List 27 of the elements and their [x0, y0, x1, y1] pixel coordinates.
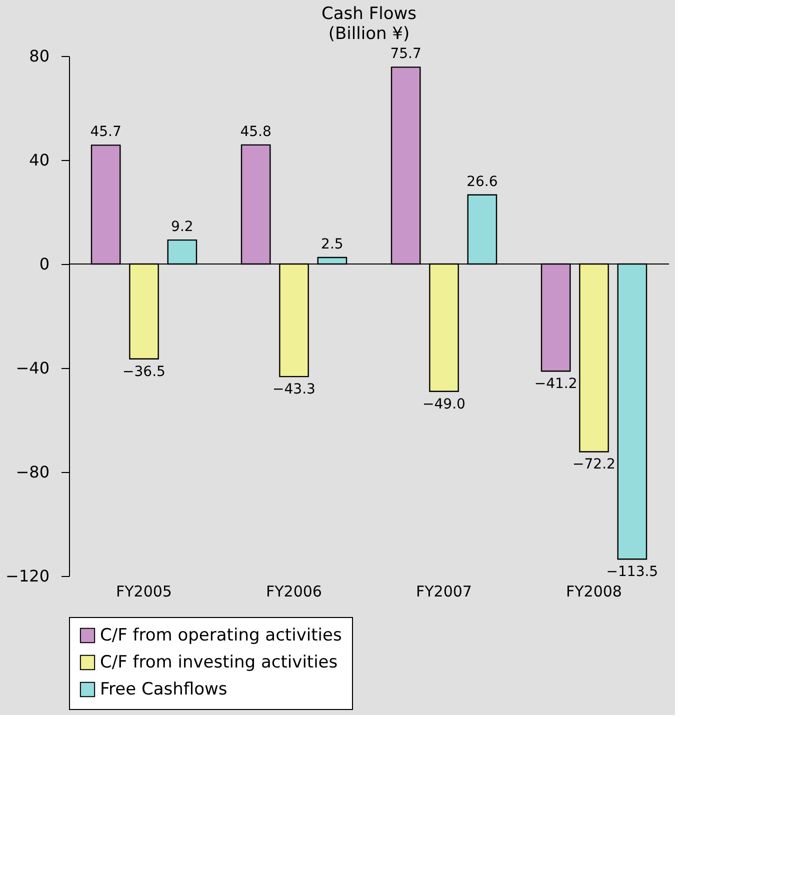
x-tick-label: FY2007 [416, 582, 472, 600]
data-label: 45.8 [240, 124, 272, 140]
y-axis-title: (Billion ¥) [328, 24, 410, 44]
chart-title: Cash Flows [322, 4, 417, 24]
legend-label: C/F from investing activities [100, 652, 338, 672]
x-tick-label: FY2008 [566, 582, 622, 600]
data-label: 26.6 [466, 174, 498, 190]
data-label: −72.2 [572, 456, 616, 473]
y-tick-label: 40 [29, 150, 50, 170]
data-label: −41.2 [534, 376, 578, 392]
y-tick-label: −120 [6, 566, 50, 586]
data-label: −43.3 [272, 382, 316, 398]
y-tick-label: 0 [39, 254, 50, 274]
y-tick-label: 80 [29, 46, 50, 66]
data-label: −113.5 [606, 564, 658, 580]
data-label: 9.2 [171, 219, 194, 236]
x-tick-label: FY2006 [266, 582, 322, 600]
y-tick-label: −80 [16, 462, 50, 482]
data-label: 75.7 [390, 46, 422, 62]
legend-label: Free Cashflows [100, 680, 228, 700]
data-label: −36.5 [122, 364, 166, 380]
data-label: 2.5 [321, 236, 344, 252]
data-label: 45.7 [90, 124, 122, 140]
x-tick-label: FY2005 [116, 582, 172, 600]
y-tick-label: −40 [16, 358, 50, 378]
legend-label: C/F from operating activities [100, 626, 342, 646]
data-label: −49.0 [422, 396, 466, 412]
